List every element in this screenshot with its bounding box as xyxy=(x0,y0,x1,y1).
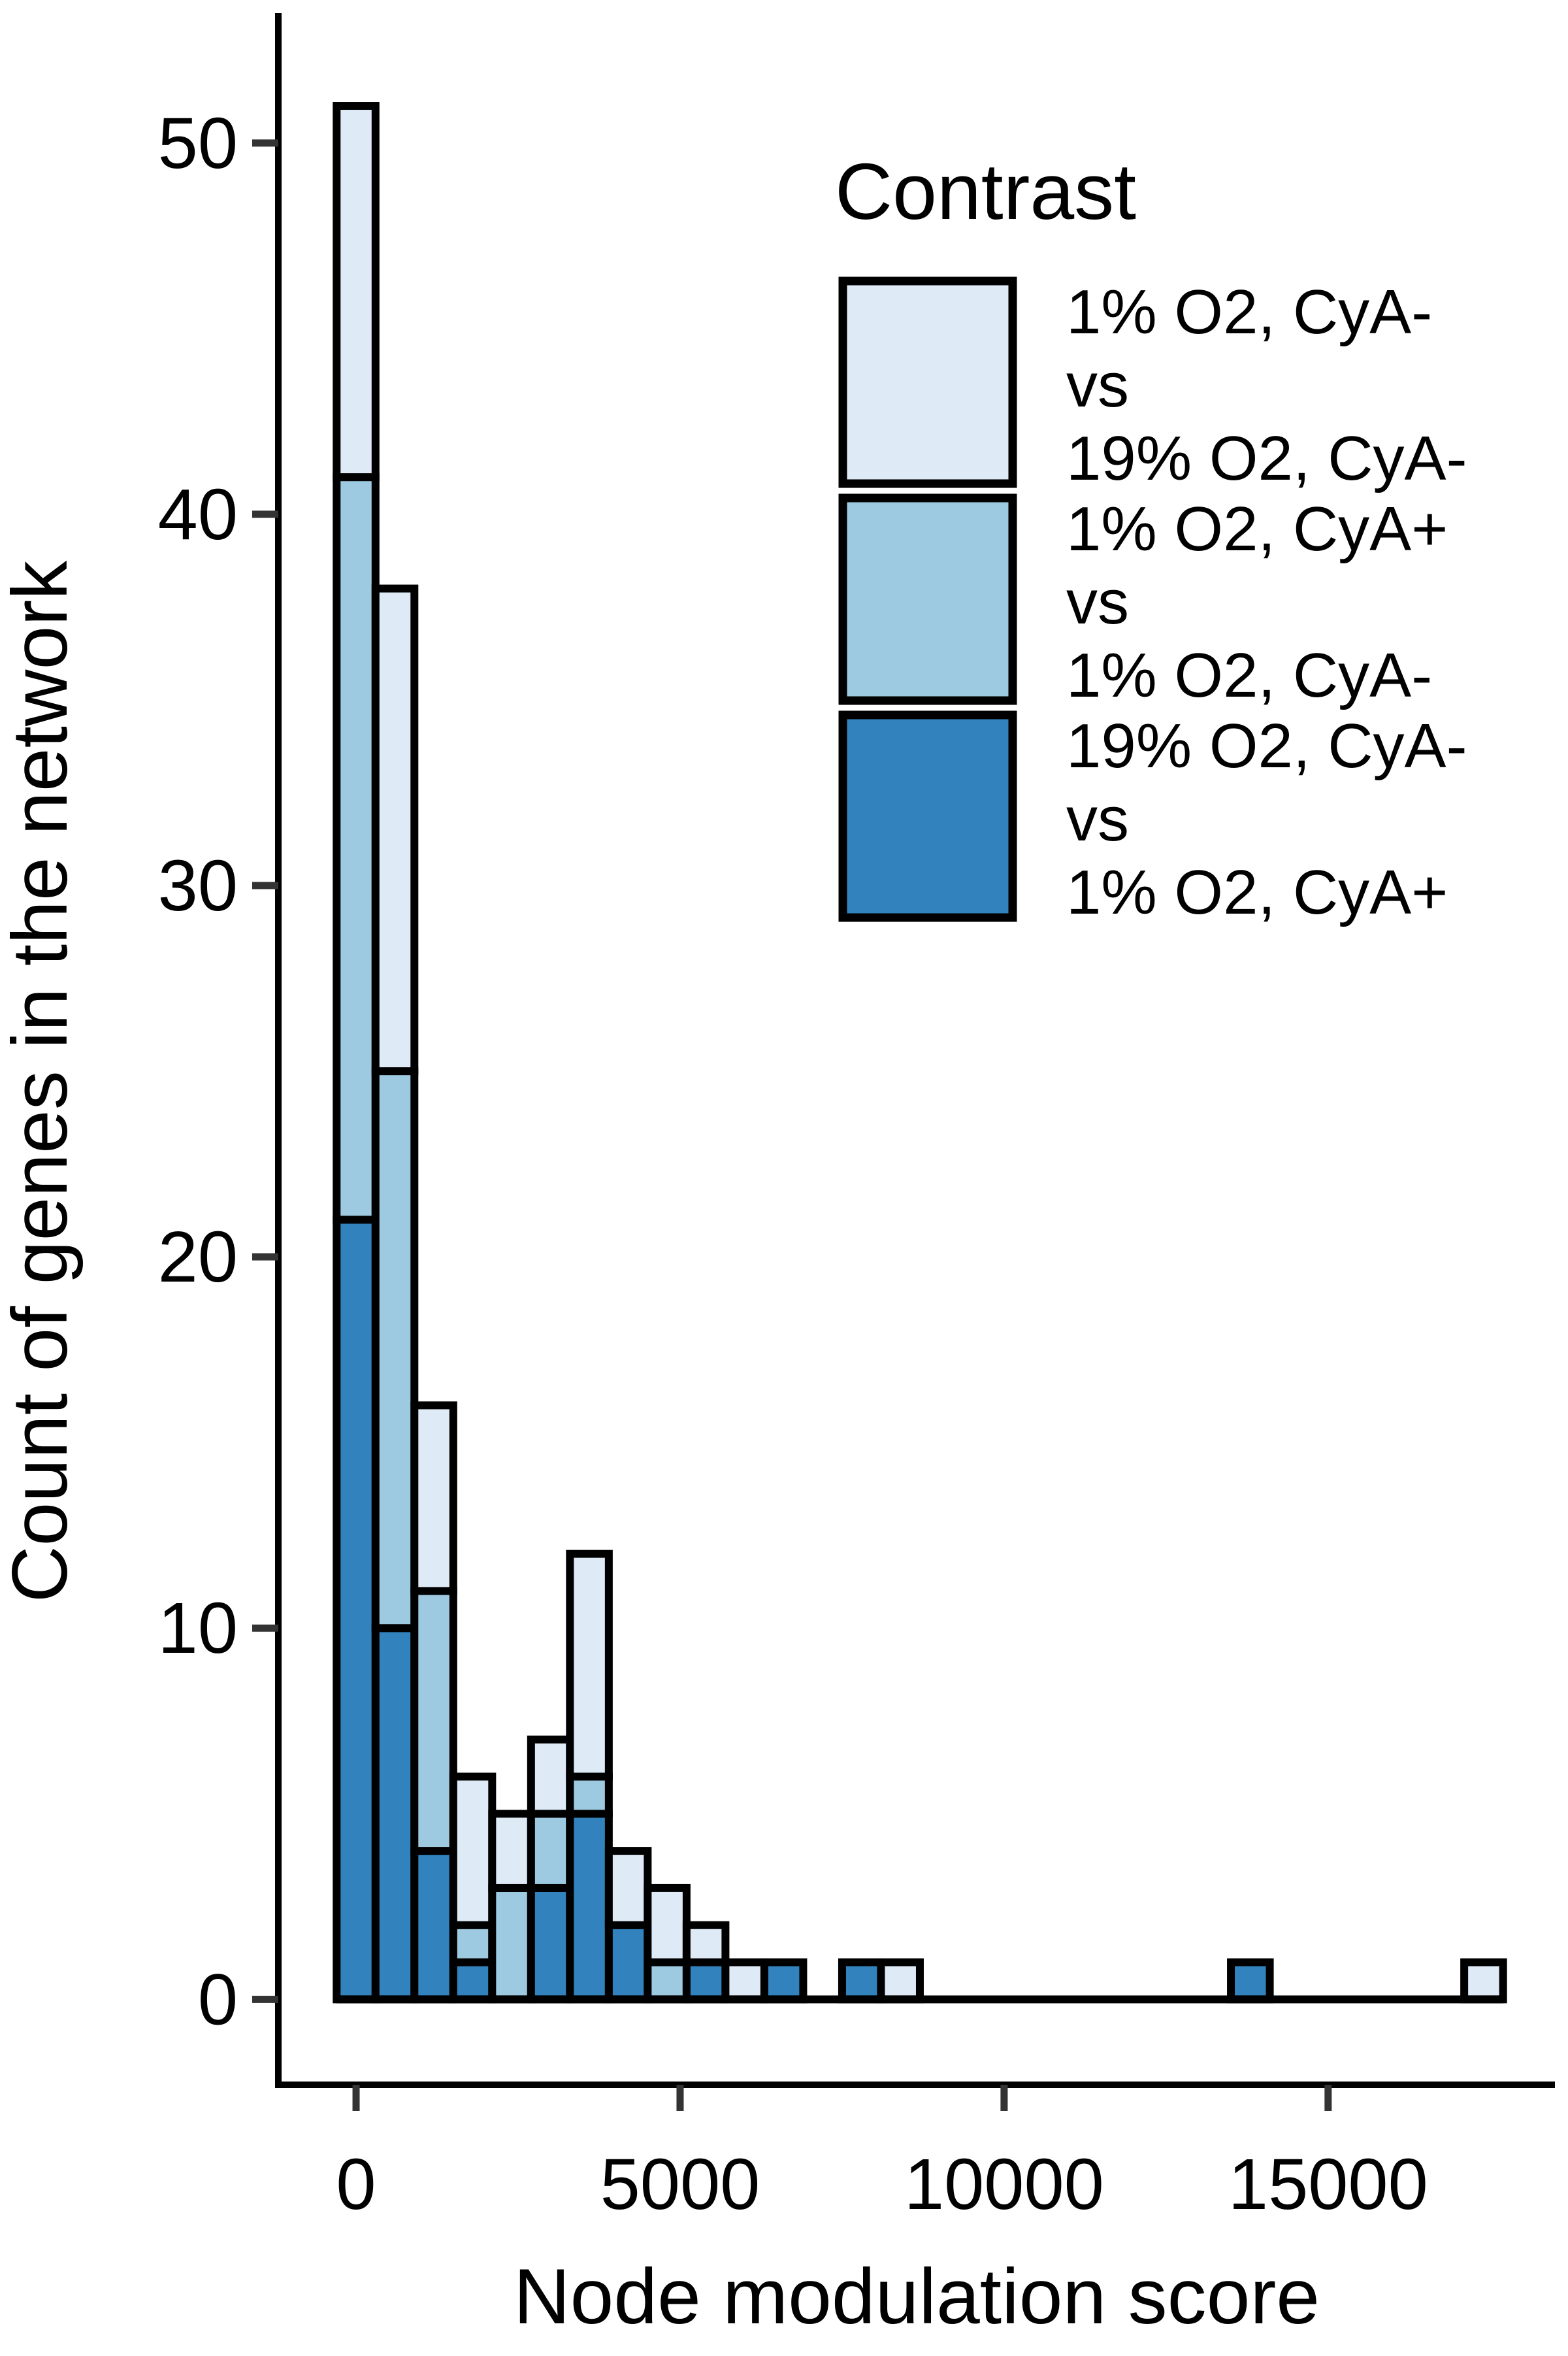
bar-segment xyxy=(371,584,419,1076)
y-ticks-layer: 0 10 20 30 40 50 xyxy=(158,103,278,2040)
legend-label-line: 1% O2, CyA- xyxy=(1066,640,1432,710)
legend-label-line: vs xyxy=(1066,784,1129,854)
y-tick-label: 50 xyxy=(158,103,238,184)
bar-segment xyxy=(449,1921,497,1966)
bar-segment xyxy=(410,1401,457,1595)
bar-segment xyxy=(527,1883,574,2004)
bar-segment xyxy=(566,1772,613,1818)
x-tick-label: 0 xyxy=(336,2144,376,2225)
y-tick-label: 10 xyxy=(158,1588,238,1668)
bar-segment xyxy=(410,1587,457,1855)
bar-segment xyxy=(838,1958,885,2004)
axes-layer xyxy=(275,13,1555,2088)
legend-label-line: vs xyxy=(1066,567,1129,637)
bar-segment xyxy=(527,1810,574,1892)
x-tick-label: 10000 xyxy=(904,2144,1104,2225)
y-axis-title: Count of genes in the network xyxy=(0,560,84,1602)
bar-segment xyxy=(333,473,380,1224)
legend-title: Contrast xyxy=(835,147,1136,236)
x-axis-title: Node modulation score xyxy=(514,2253,1320,2340)
bar-segment xyxy=(333,1216,380,2004)
bar-segment xyxy=(371,1624,419,2004)
bar-segment xyxy=(488,1883,535,2004)
bar-segment xyxy=(682,1958,730,2004)
bar-segment xyxy=(527,1735,574,1818)
bar-segment xyxy=(721,1958,768,2004)
legend-key xyxy=(838,276,1017,488)
bar-segment xyxy=(566,1550,613,1781)
bar-segment xyxy=(566,1810,613,2004)
legend-key xyxy=(838,710,1017,922)
bar-segment xyxy=(877,1958,924,2004)
bar-segment xyxy=(1460,1958,1507,2004)
bar-segment xyxy=(449,1772,497,1929)
bar-segment xyxy=(488,1810,535,1892)
bars-layer xyxy=(333,102,1507,2004)
legend-label-line: vs xyxy=(1066,350,1129,420)
bar-segment xyxy=(604,1921,652,2004)
bar-segment xyxy=(1227,1958,1274,2004)
legend-label-line: 19% O2, CyA- xyxy=(1066,423,1467,493)
y-tick-label: 20 xyxy=(158,1217,238,1297)
legend-label-line: 1% O2, CyA- xyxy=(1066,277,1432,347)
y-tick-label: 30 xyxy=(158,846,238,926)
bar-segment xyxy=(410,1847,457,2004)
bar-segment xyxy=(760,1958,808,2004)
x-tick-label: 5000 xyxy=(600,2144,760,2225)
legend-label-line: 19% O2, CyA- xyxy=(1066,711,1467,781)
bar-segment xyxy=(449,1958,497,2004)
y-tick-label: 40 xyxy=(158,474,238,555)
legend-key xyxy=(838,493,1017,705)
bar-segment xyxy=(604,1847,652,1929)
bar-segment xyxy=(333,102,380,482)
legend-label-line: 1% O2, CyA+ xyxy=(1066,857,1448,927)
legend-label-line: 1% O2, CyA+ xyxy=(1066,494,1448,564)
bar-segment xyxy=(371,1067,419,1633)
bar-segment xyxy=(682,1921,730,1966)
bar-segment xyxy=(644,1883,691,1966)
y-tick-label: 0 xyxy=(198,1959,238,2040)
x-ticks-layer: 0 5000 10000 15000 xyxy=(336,2085,1428,2225)
x-tick-label: 15000 xyxy=(1228,2144,1428,2225)
bar-segment xyxy=(644,1958,691,2004)
